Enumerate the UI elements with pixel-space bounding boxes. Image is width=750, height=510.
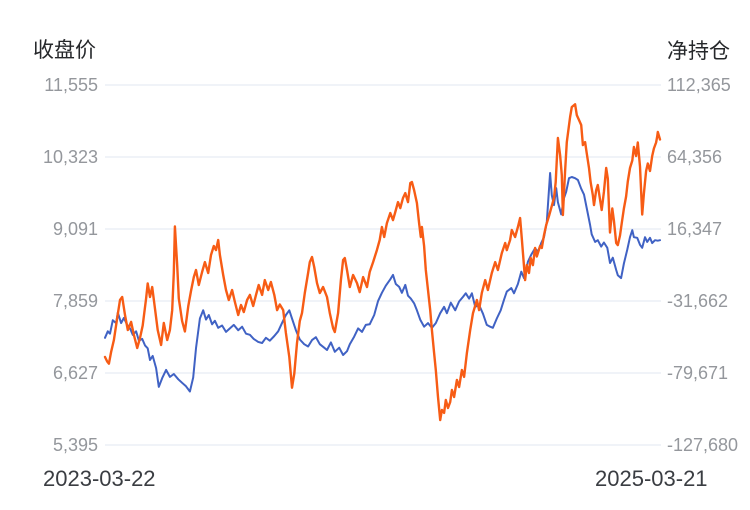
right-axis-tick: 112,365 bbox=[667, 75, 731, 95]
right-axis-title: 净持仓 bbox=[667, 40, 730, 63]
left-axis-tick: 9,091 bbox=[52, 219, 98, 239]
left-axis-tick: 10,323 bbox=[42, 147, 98, 167]
x-axis-start-label: 2023-03-22 bbox=[43, 466, 156, 491]
right-axis-tick: -127,680 bbox=[667, 435, 739, 455]
left-axis-tick: 11,555 bbox=[44, 75, 98, 95]
net-position-line bbox=[103, 103, 662, 422]
left-axis-tick: 5,395 bbox=[52, 435, 98, 455]
left-axis-tick: 6,627 bbox=[52, 363, 98, 383]
right-axis-tick: 16,347 bbox=[667, 219, 723, 239]
left-axis-tick: 7,859 bbox=[52, 291, 98, 311]
close-price-line bbox=[104, 172, 661, 393]
right-axis-tick: 64,356 bbox=[667, 147, 723, 167]
right-axis-tick: -79,671 bbox=[667, 363, 729, 383]
left-axis-title: 收盘价 bbox=[33, 39, 96, 62]
x-axis-end-label: 2025-03-21 bbox=[595, 466, 708, 491]
right-axis-tick: -31,662 bbox=[667, 291, 729, 311]
